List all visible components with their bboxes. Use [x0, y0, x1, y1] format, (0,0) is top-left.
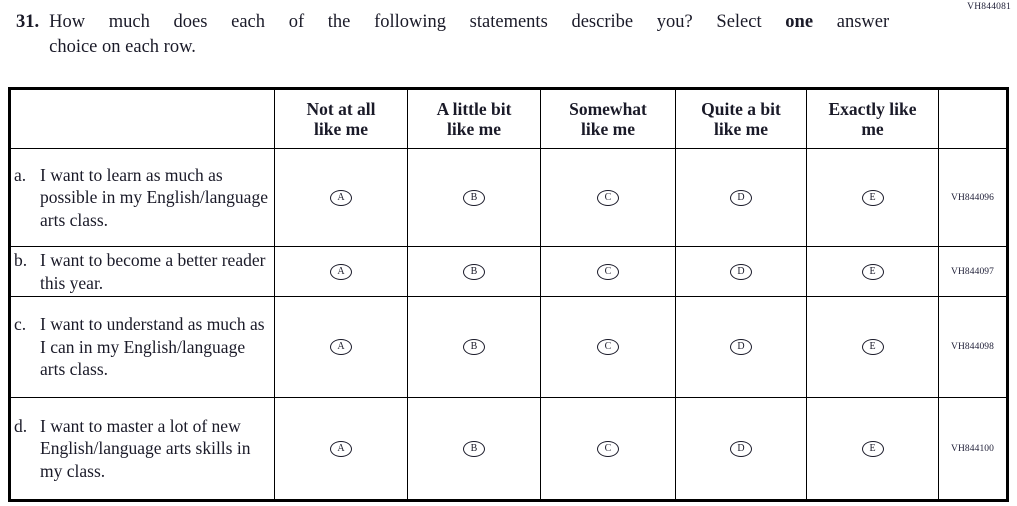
item-id-row-a: VH844096	[938, 148, 1008, 247]
bubble-b[interactable]: B	[463, 189, 485, 206]
bubble-d[interactable]: D	[730, 263, 752, 280]
question-text: How much does each of the following stat…	[49, 10, 889, 60]
option-c-row-b[interactable]: C	[540, 246, 676, 297]
option-e-row-b[interactable]: E	[806, 246, 939, 297]
question-line-1-head: How much does each of the following stat…	[49, 12, 762, 32]
statement-cell-a: a. I want to learn as much as possible i…	[9, 148, 275, 247]
table-row: c. I want to understand as much as I can…	[9, 296, 1008, 398]
question-number: 31.	[16, 12, 40, 32]
option-d-row-b[interactable]: D	[675, 246, 807, 297]
header-option-4-line-1: Quite a bit	[701, 99, 781, 119]
item-id-row-d: VH844100	[938, 397, 1008, 501]
option-c-row-a[interactable]: C	[540, 148, 676, 247]
table-row: b. I want to become a better reader this…	[9, 246, 1008, 297]
header-option-4: Quite a bit like me	[675, 88, 807, 149]
option-b-row-d[interactable]: B	[407, 397, 541, 501]
bubble-b[interactable]: B	[463, 440, 485, 457]
header-statement-column	[9, 88, 275, 149]
matrix-body: a. I want to learn as much as possible i…	[9, 148, 1008, 501]
header-option-1: Not at all like me	[274, 88, 408, 149]
bubble-c[interactable]: C	[597, 263, 619, 280]
statement-cell-d: d. I want to master a lot of new English…	[9, 397, 275, 501]
bubble-e[interactable]: E	[861, 440, 884, 457]
option-d-row-d[interactable]: D	[675, 397, 807, 501]
header-option-5: Exactly like me	[806, 88, 939, 149]
bubble-a[interactable]: A	[330, 263, 352, 280]
bubble-a[interactable]: A	[330, 339, 352, 356]
bubble-d[interactable]: D	[730, 440, 752, 457]
option-a-row-c[interactable]: A	[274, 296, 408, 398]
header-id-column	[938, 88, 1008, 149]
bubble-c[interactable]: C	[597, 339, 619, 356]
header-option-2: A little bit like me	[407, 88, 541, 149]
header-option-5-line-2: me	[861, 119, 884, 139]
statement-text-d: I want to master a lot of new English/la…	[40, 415, 251, 481]
option-d-row-a[interactable]: D	[675, 148, 807, 247]
option-b-row-c[interactable]: B	[407, 296, 541, 398]
header-option-3: Somewhat like me	[540, 88, 676, 149]
question-line-1: How much does each of the following stat…	[49, 10, 889, 35]
header-option-5-line-1: Exactly like	[828, 99, 917, 119]
item-id-row-b: VH844097	[938, 246, 1008, 297]
statement-letter-b: b.	[14, 250, 28, 270]
header-option-3-line-1: Somewhat	[569, 99, 647, 119]
header-option-2-line-2: like me	[447, 119, 501, 139]
bubble-a[interactable]: A	[330, 440, 352, 457]
bubble-c[interactable]: C	[597, 189, 619, 206]
option-a-row-d[interactable]: A	[274, 397, 408, 501]
option-b-row-b[interactable]: B	[407, 246, 541, 297]
option-e-row-c[interactable]: E	[806, 296, 939, 398]
bubble-d[interactable]: D	[730, 189, 752, 206]
statement-letter-d: d.	[14, 415, 28, 436]
table-row: d. I want to master a lot of new English…	[9, 397, 1008, 501]
header-option-2-line-1: A little bit	[436, 99, 512, 119]
option-e-row-d[interactable]: E	[806, 397, 939, 501]
bubble-c[interactable]: C	[597, 440, 619, 457]
matrix-header: Not at all like me A little bit like me …	[9, 88, 1008, 149]
response-matrix-wrapper: Not at all like me A little bit like me …	[8, 87, 1009, 502]
header-option-3-line-2: like me	[581, 119, 635, 139]
header-option-1-line-2: like me	[314, 119, 368, 139]
question-line-2: choice on each row.	[49, 37, 196, 57]
bubble-d[interactable]: D	[730, 339, 752, 356]
question-emphasis-word: one	[785, 12, 814, 32]
statement-cell-c: c. I want to understand as much as I can…	[9, 296, 275, 398]
question-block: 31. How much does each of the following …	[16, 10, 896, 60]
option-e-row-a[interactable]: E	[806, 148, 939, 247]
matrix-header-row: Not at all like me A little bit like me …	[9, 88, 1008, 149]
item-id-row-c: VH844098	[938, 296, 1008, 398]
statement-text-a: I want to learn as much as possible in m…	[40, 164, 268, 230]
option-d-row-c[interactable]: D	[675, 296, 807, 398]
option-a-row-a[interactable]: A	[274, 148, 408, 247]
form-id-label: VH844081	[967, 2, 1011, 12]
response-matrix-table: Not at all like me A little bit like me …	[8, 87, 1009, 502]
bubble-e[interactable]: E	[861, 339, 884, 356]
statement-letter-c: c.	[14, 314, 27, 335]
bubble-b[interactable]: B	[463, 339, 485, 356]
bubble-a[interactable]: A	[330, 189, 352, 206]
header-option-1-line-1: Not at all	[306, 99, 376, 119]
question-line-1-tail: answer	[836, 12, 890, 32]
statement-text-b: I want to become a better reader this ye…	[40, 250, 266, 293]
option-b-row-a[interactable]: B	[407, 148, 541, 247]
header-option-4-line-2: like me	[714, 119, 768, 139]
statement-text-c: I want to understand as much as I can in…	[40, 314, 265, 380]
table-row: a. I want to learn as much as possible i…	[9, 148, 1008, 247]
bubble-e[interactable]: E	[861, 189, 884, 206]
option-c-row-c[interactable]: C	[540, 296, 676, 398]
option-c-row-d[interactable]: C	[540, 397, 676, 501]
statement-letter-a: a.	[14, 164, 27, 185]
bubble-b[interactable]: B	[463, 263, 485, 280]
option-a-row-b[interactable]: A	[274, 246, 408, 297]
bubble-e[interactable]: E	[861, 263, 884, 280]
statement-cell-b: b. I want to become a better reader this…	[9, 246, 275, 297]
